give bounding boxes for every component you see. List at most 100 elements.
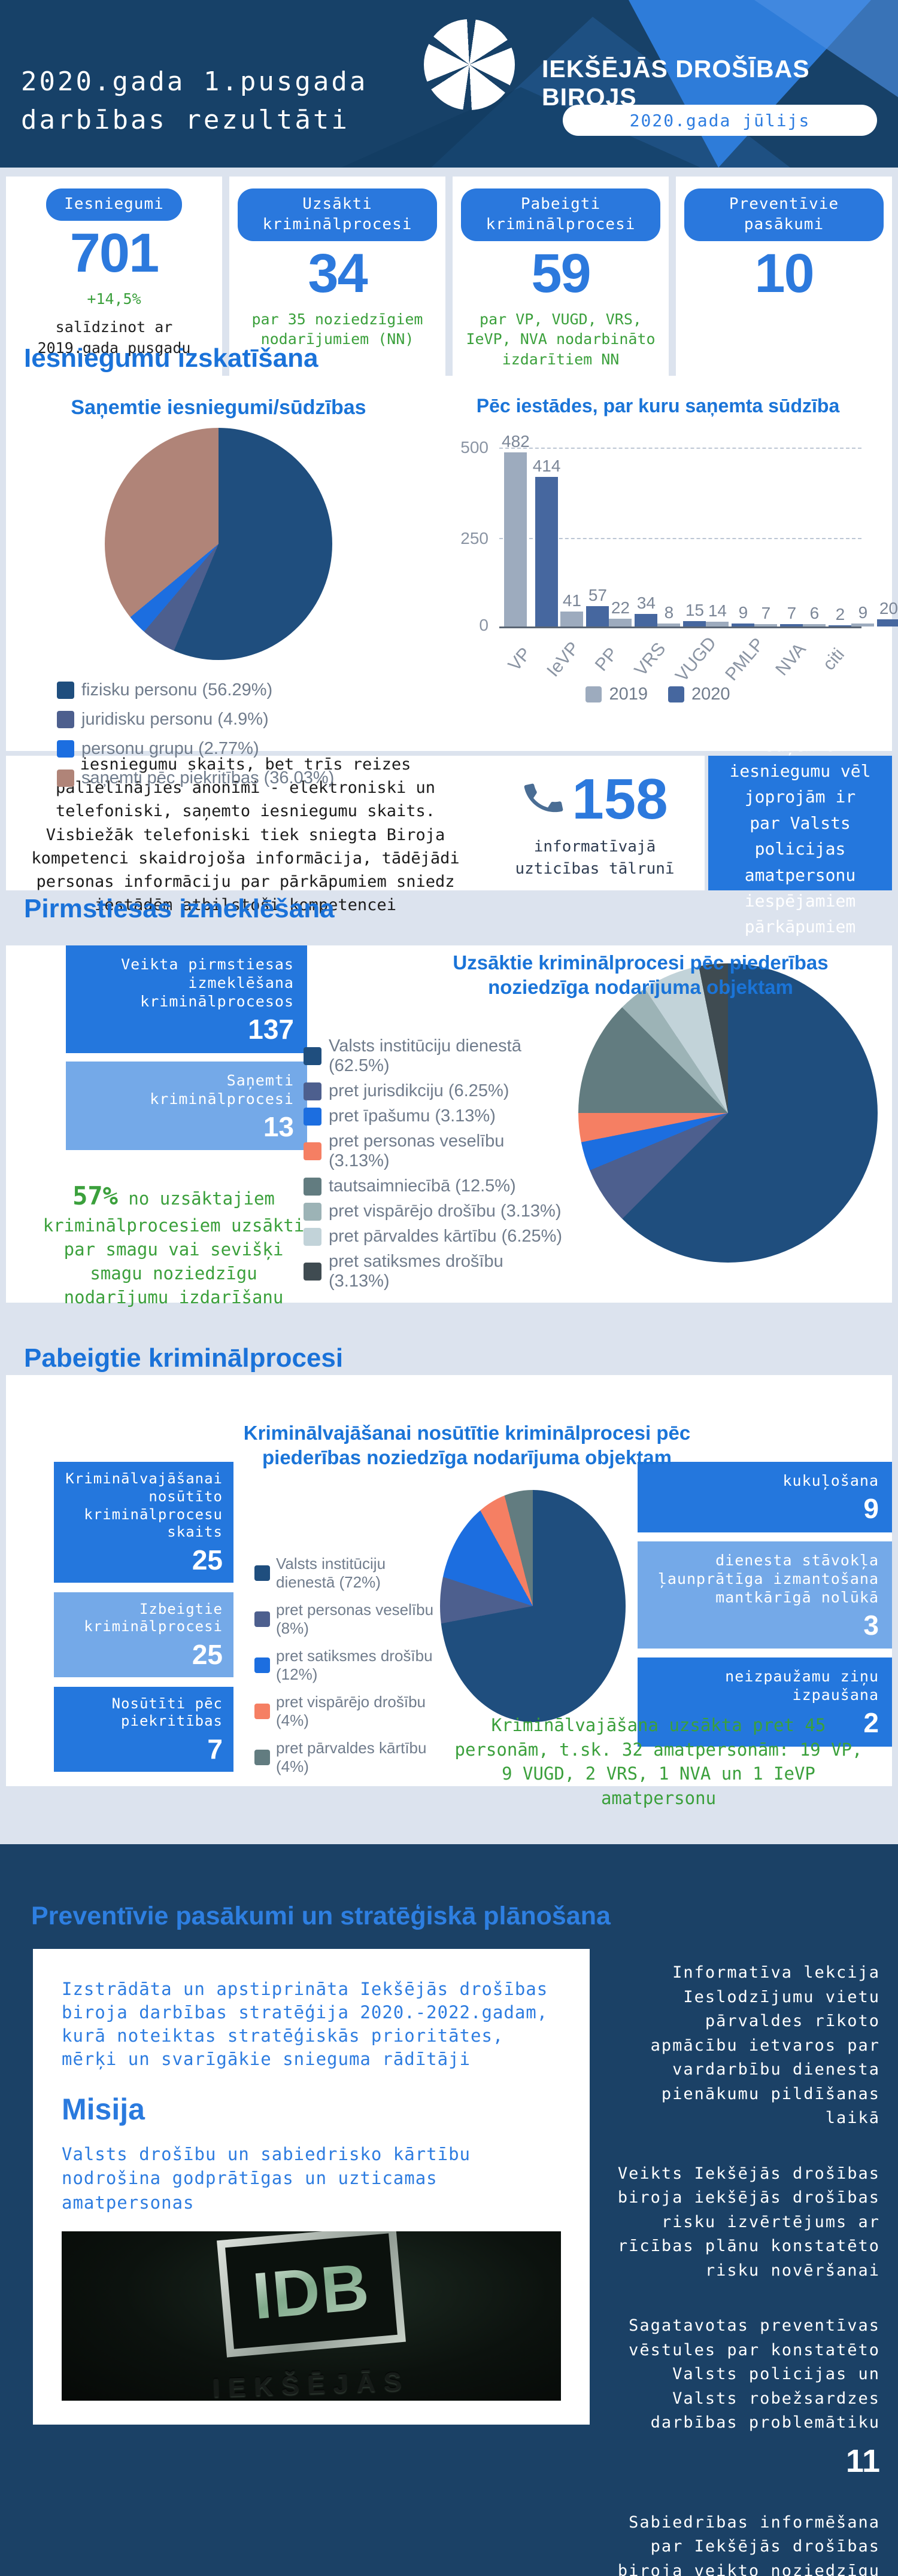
severe-crimes-note: 57% no uzsāktajiem kriminālprocesiem uzs…	[33, 1179, 314, 1309]
bar-group: 22 34	[609, 594, 658, 626]
highlight-card: Lielākā daļa saņemto iesniegumu vēl jopr…	[708, 709, 892, 936]
bar-value: 41	[562, 591, 582, 610]
bar-value: 6	[809, 604, 820, 622]
y-axis-tick-0: 0	[479, 616, 489, 634]
started-pie-legend: Valsts institūciju dienestā (62.5%) pret …	[304, 1036, 567, 1297]
legend-label: pret pārvaldes kārtību (6.25%)	[329, 1227, 563, 1246]
preventive-item-value: 11	[845, 2443, 880, 2479]
gridline-250	[499, 538, 861, 539]
stat-card-pabeigti: Pabeigti kriminālprocesi 59 par VP, VUGD…	[453, 177, 669, 376]
bar-2019	[504, 452, 527, 626]
stat-value: 34	[308, 242, 368, 304]
legend-label: tautsaimniecībā (12.5%)	[329, 1176, 516, 1196]
prosecution-persons-note: Kriminālvajāšana uzsākta pret 45 personā…	[454, 1715, 863, 1808]
started-pie-title: Uzsāktie kriminālprocesi pēc piederības …	[453, 951, 829, 999]
legend-label: pret personas veselību (3.13%)	[329, 1132, 505, 1170]
bar-value: 15	[685, 601, 705, 619]
stat-label: Iesniegumi	[46, 188, 182, 221]
y-axis-tick-500: 500	[460, 438, 489, 457]
legend-swatch	[254, 1565, 270, 1581]
section-strip-3: Pabeigtie kriminālprocesi	[0, 1303, 898, 1375]
complaints-charts-block: Saņemtie iesniegumi/sūdzības fizisku per…	[6, 376, 898, 787]
bar-2020	[732, 624, 755, 626]
box-label: neizpaužamu ziņu izpaušana	[725, 1668, 879, 1704]
bar-2019	[657, 624, 681, 626]
bar-value: 57	[588, 586, 608, 604]
legend-label: 2019	[609, 685, 648, 704]
box-label: Veikta pirmstiesas izmeklēšana kriminālp…	[121, 956, 294, 1010]
bar-chart-title-text: Pēc iestādes, par kuru saņemta sūdzība	[476, 395, 840, 416]
box-label: dienesta stāvokļa ļaunprātīga izmantošan…	[657, 1551, 879, 1606]
bar-column: 15	[683, 601, 706, 626]
legend-label: pret satiksmes drošību (12%)	[276, 1647, 433, 1683]
legend-swatch	[254, 1657, 270, 1673]
bar-2020	[683, 621, 706, 626]
bar-chart-plot: 500 250 0 482 414 41 57 22 34 8 15 14 9 7 7 6 2 9 20	[460, 432, 898, 634]
received-pie-title: Saņemtie iesniegumi/sūdzības	[71, 396, 366, 419]
stat-value: 10	[754, 242, 814, 304]
summary-stats-row: Iesniegumi 701 +14,5% salīdzinot ar 2019…	[0, 168, 898, 376]
legend-swatch	[254, 1750, 270, 1765]
phone-icon	[521, 776, 566, 823]
idb-badge-photo: IDB IEKŠĒJĀS	[62, 2231, 561, 2401]
bar-value: 7	[787, 604, 797, 622]
idb-badge-text: IDB	[250, 2249, 373, 2333]
bar-group: 9 20	[851, 599, 898, 626]
legend-label: saņemti pēc piekritības (36.03%)	[81, 768, 335, 787]
section-strip-2: Pirmstiesas izmeklēšana	[0, 890, 898, 927]
prosecution-pie-chart	[440, 1490, 626, 1722]
header: 2020.gada 1.pusgada darbības rezultāti I…	[0, 0, 898, 168]
completed-left-boxes: Kriminālvajāšanai nosūtīto kriminālproce…	[54, 1375, 233, 1772]
bar-2020	[829, 625, 852, 626]
severe-crimes-text: no uzsāktajiem kriminālprocesiem uzsākti…	[43, 1188, 305, 1308]
bar-chart: 500 250 0 482 414 41 57 22 34 8 15 14 9 7 7 6 2 9 20 VP…	[448, 432, 898, 704]
pretrial-box-received: Saņemti kriminālprocesi 13	[66, 1061, 307, 1151]
legend-item: pret vispārējo drošību (3.13%)	[304, 1202, 567, 1221]
bar-2019	[851, 624, 875, 626]
bar-group: 41 57	[560, 586, 609, 626]
box-value: 25	[192, 1639, 223, 1671]
legend-label: fizisku personu (56.29%)	[81, 680, 273, 699]
bar-column: 34	[635, 594, 658, 626]
preventive-item-text: Informatīva lekcija Ieslodzījumu vietu p…	[650, 1963, 880, 2127]
bar-column: 9	[732, 603, 755, 626]
bar-value: 9	[738, 603, 748, 622]
completed-left-box: Izbeigtie kriminālprocesi 25	[54, 1592, 233, 1677]
bar-column: 14	[706, 601, 729, 626]
legend-item: pret satiksmes drošību (3.13%)	[304, 1252, 567, 1291]
preventive-body: Izstrādāta un apstiprināta Iekšējās droš…	[0, 1949, 898, 2576]
legend-item: Valsts institūciju dienestā (62.5%)	[304, 1036, 567, 1076]
legend-swatch	[304, 1142, 321, 1160]
bar-column: 482	[502, 432, 530, 626]
phone-row: 158	[521, 767, 668, 832]
prosecution-pie-title: Kriminālvajāšanai nosūtītie kriminālproc…	[243, 1422, 691, 1469]
bar-2020	[635, 614, 658, 626]
box-value: 137	[248, 1014, 294, 1045]
bar-column: 8	[657, 603, 681, 626]
stat-value: 701	[69, 222, 160, 284]
section-heading-preventivie: Preventīvie pasākumi un stratēģiskā plān…	[31, 1902, 611, 1930]
misija-text: Valsts drošību un sabiedrisko kārtību no…	[62, 2143, 471, 2213]
bar-value: 2	[835, 605, 845, 624]
bar-2019	[560, 612, 584, 626]
legend-label: pret pārvaldes kārtību (4%)	[276, 1739, 427, 1775]
bar-value: 14	[708, 601, 727, 620]
bar-value: 8	[664, 603, 674, 622]
box-value: 9	[863, 1493, 879, 1524]
legend-swatch	[304, 1082, 321, 1100]
bars-container: 482 414 41 57 22 34 8 15 14 9 7 7 6 2 9 20	[499, 432, 898, 626]
bar-group: 482 414	[502, 432, 560, 626]
bar-2019	[706, 622, 729, 626]
box-label: Kriminālvajāšanai nosūtīto kriminālproce…	[65, 1470, 223, 1541]
pretrial-block: Veikta pirmstiesas izmeklēšana kriminālp…	[6, 945, 892, 1307]
preventive-item-text: Veikts Iekšējās drošības biroja iekšējās…	[617, 2164, 880, 2280]
legend-item: juridisku personu (4.9%)	[57, 710, 269, 729]
page-title-line1: 2020.gada 1.pusgada	[21, 66, 368, 97]
bar-column: 2	[829, 605, 852, 626]
prosecution-pie-legend: Valsts institūciju dienestā (72%) pret pe…	[254, 1555, 434, 1785]
stat-note: salīdzinot ar 2019.gada pusgadu	[37, 318, 191, 357]
legend-swatch	[57, 710, 74, 728]
box-value: 3	[863, 1609, 879, 1641]
